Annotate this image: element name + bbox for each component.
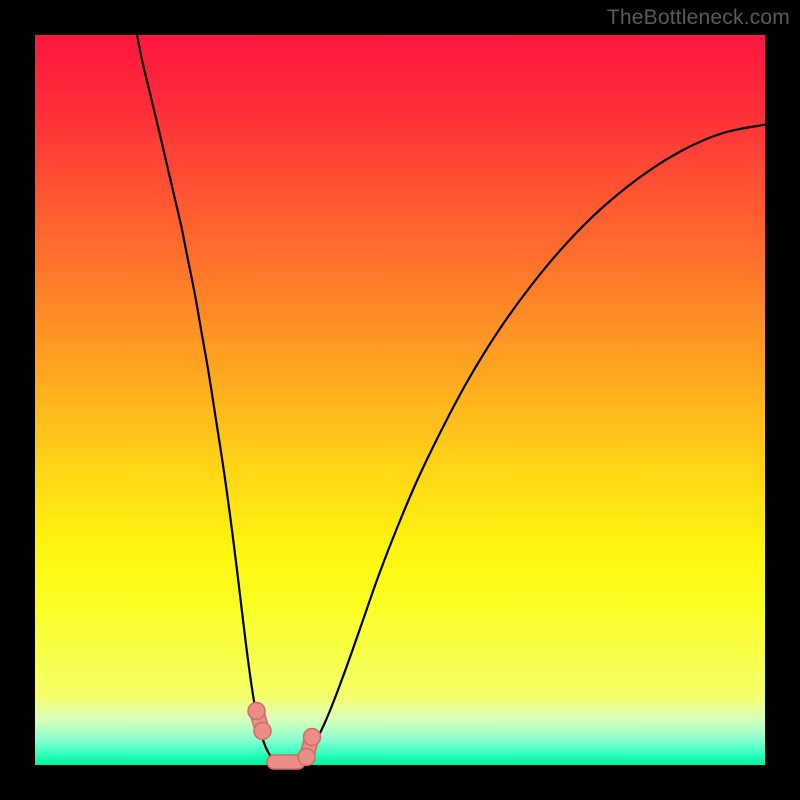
markers-group xyxy=(248,702,321,769)
marker-dot-0-0 xyxy=(248,703,265,720)
curve-right xyxy=(283,124,767,765)
chart-area xyxy=(35,35,765,765)
marker-dot-1-1 xyxy=(298,749,315,766)
watermark-text: TheBottleneck.com xyxy=(607,6,790,30)
marker-dot-1-0 xyxy=(304,729,321,746)
curve-left xyxy=(137,35,283,765)
marker-dot-0-1 xyxy=(254,723,271,740)
curve-layer xyxy=(35,35,765,765)
